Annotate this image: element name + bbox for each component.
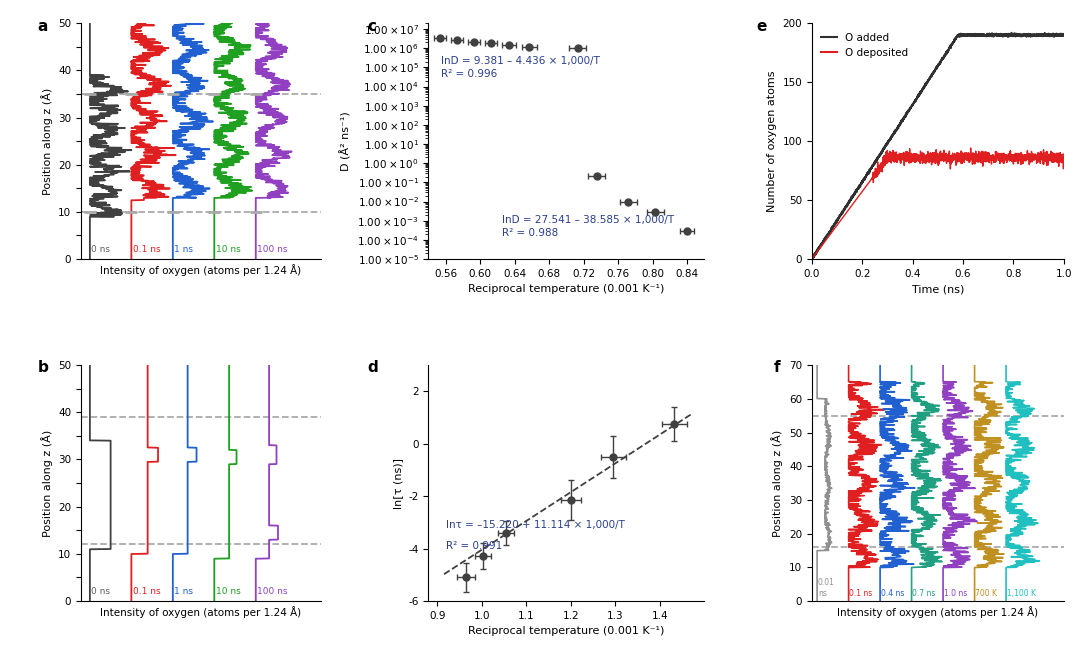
Y-axis label: D (Å² ns⁻¹): D (Å² ns⁻¹) [340, 112, 352, 171]
Text: e: e [756, 19, 767, 33]
X-axis label: Intensity of oxygen (atoms per 1.24 Å): Intensity of oxygen (atoms per 1.24 Å) [100, 264, 301, 276]
Text: 10 ns: 10 ns [216, 245, 241, 254]
Y-axis label: Position along z (Å): Position along z (Å) [41, 430, 53, 537]
Text: 700 K: 700 K [975, 588, 997, 598]
Text: R² = 0.988: R² = 0.988 [502, 228, 558, 238]
X-axis label: Time (ns): Time (ns) [912, 284, 964, 294]
Text: 0.1 ns: 0.1 ns [133, 245, 161, 254]
Text: b: b [38, 361, 49, 375]
Text: 1 ns: 1 ns [174, 245, 193, 254]
Legend: O added, O deposited: O added, O deposited [818, 29, 913, 62]
Text: d: d [367, 361, 378, 375]
Text: 0.1 ns: 0.1 ns [849, 588, 873, 598]
X-axis label: Reciprocal temperature (0.001 K⁻¹): Reciprocal temperature (0.001 K⁻¹) [469, 626, 664, 636]
Text: 1,100 K: 1,100 K [1007, 588, 1036, 598]
Text: 100 ns: 100 ns [257, 245, 287, 254]
Text: f: f [774, 361, 781, 375]
Y-axis label: ln[τ (ns)]: ln[τ (ns)] [393, 457, 403, 509]
Text: lnD = 9.381 – 4.436 × 1,000/T: lnD = 9.381 – 4.436 × 1,000/T [442, 56, 600, 66]
Text: lnD = 27.541 – 38.585 × 1,000/T: lnD = 27.541 – 38.585 × 1,000/T [502, 214, 674, 224]
Text: 1.0 ns: 1.0 ns [944, 588, 967, 598]
Text: 10 ns: 10 ns [216, 587, 241, 596]
Text: 0.1 ns: 0.1 ns [133, 587, 161, 596]
Text: 0 ns: 0 ns [92, 245, 110, 254]
Y-axis label: Position along z (Å): Position along z (Å) [41, 88, 53, 195]
Text: 100 ns: 100 ns [257, 587, 287, 596]
Text: 1 ns: 1 ns [174, 587, 193, 596]
Text: 0.4 ns: 0.4 ns [881, 588, 904, 598]
Y-axis label: Position along z (Å): Position along z (Å) [771, 430, 783, 537]
Text: R² = 0.991: R² = 0.991 [446, 540, 502, 550]
Text: lnτ = –15.220 + 11.114 × 1,000/T: lnτ = –15.220 + 11.114 × 1,000/T [446, 519, 625, 530]
Text: a: a [38, 19, 49, 33]
Y-axis label: Number of oxygen atoms: Number of oxygen atoms [767, 70, 777, 212]
X-axis label: Intensity of oxygen (atoms per 1.24 Å): Intensity of oxygen (atoms per 1.24 Å) [100, 606, 301, 618]
Text: R² = 0.996: R² = 0.996 [442, 69, 498, 80]
X-axis label: Intensity of oxygen (atoms per 1.24 Å): Intensity of oxygen (atoms per 1.24 Å) [837, 606, 1038, 618]
X-axis label: Reciprocal temperature (0.001 K⁻¹): Reciprocal temperature (0.001 K⁻¹) [469, 284, 664, 294]
Text: c: c [367, 19, 377, 33]
Text: 0 ns: 0 ns [92, 587, 110, 596]
Text: 0.01
ns: 0.01 ns [818, 578, 835, 598]
Text: 0.7 ns: 0.7 ns [913, 588, 935, 598]
